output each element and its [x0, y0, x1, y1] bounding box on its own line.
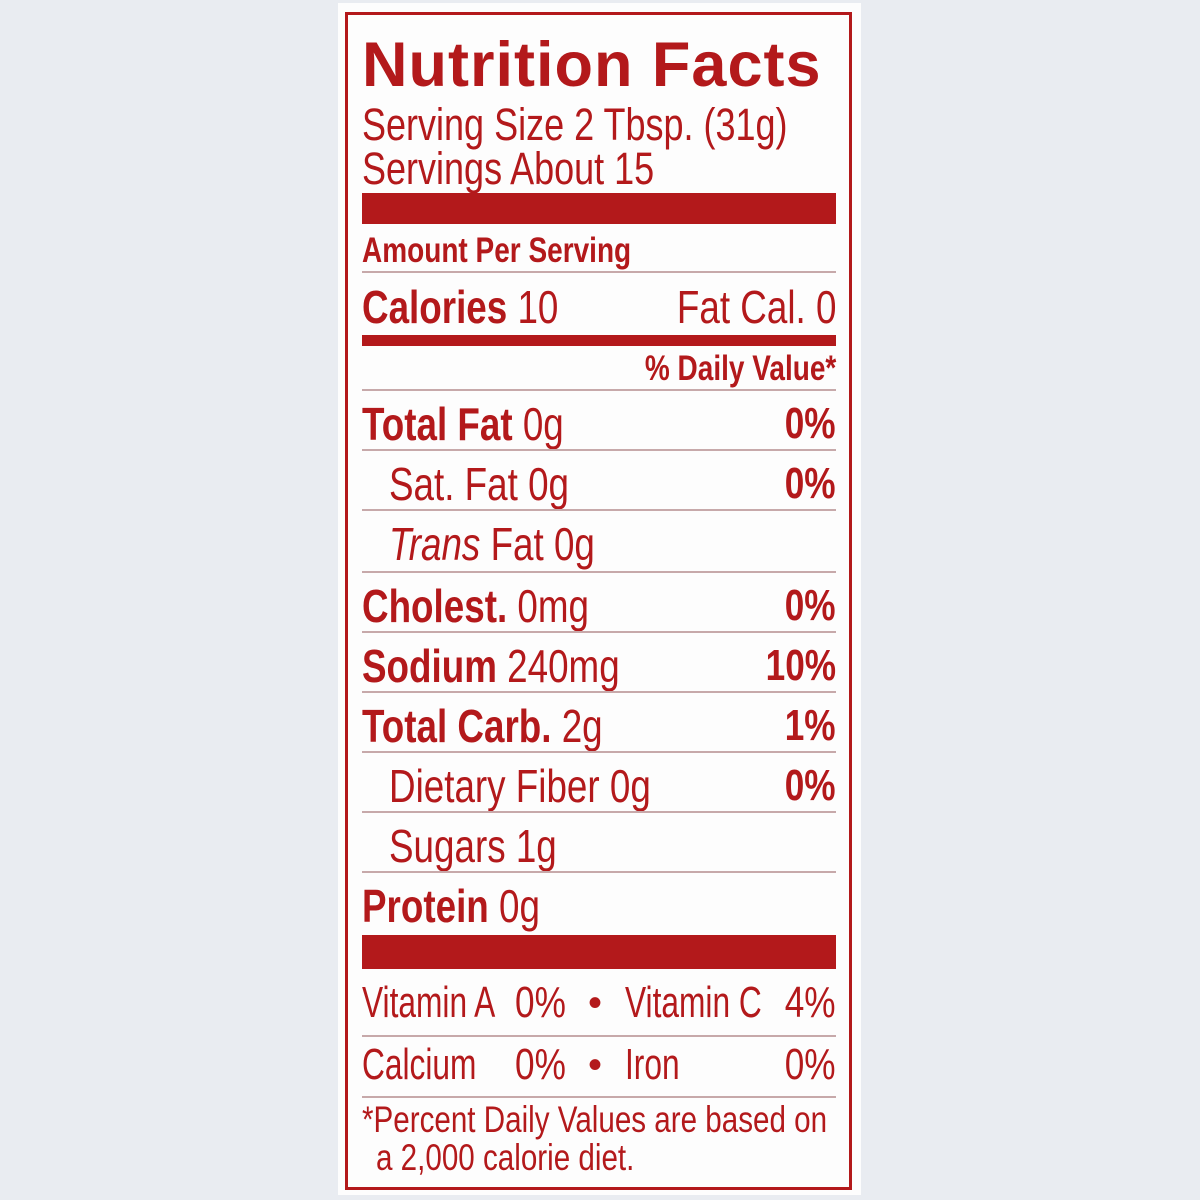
nutrient-row-trans-fat: Trans Fat 0g	[389, 518, 595, 570]
nutrient-row-cholesterol: Cholest. 0mg 0%	[362, 580, 836, 632]
vitamin-row-calcium-iron: Calcium 0% • Iron 0%	[362, 1040, 836, 1089]
medium-divider	[362, 335, 836, 346]
fat-calories: Fat Cal. 0	[676, 281, 836, 333]
thick-divider	[362, 193, 836, 224]
divider	[362, 449, 836, 451]
divider	[362, 1096, 836, 1098]
divider	[362, 751, 836, 753]
daily-value-header: % Daily Value*	[644, 349, 836, 388]
divider	[362, 811, 836, 813]
servings-per-container: Servings About 15	[362, 143, 655, 194]
divider	[362, 389, 836, 391]
nutrient-row-dietary-fiber: Dietary Fiber 0g 0%	[389, 760, 836, 812]
divider	[362, 691, 836, 693]
divider	[362, 871, 836, 873]
bullet-icon: •	[588, 981, 603, 1025]
divider	[362, 631, 836, 633]
nutrient-row-protein: Protein 0g	[362, 880, 540, 932]
thick-divider	[362, 935, 836, 969]
vitamin-row-a-c: Vitamin A 0% • Vitamin C 4%	[362, 978, 836, 1027]
nutrient-row-total-carb: Total Carb. 2g 1%	[362, 700, 836, 752]
nutrient-row-sugars: Sugars 1g	[389, 820, 557, 872]
divider	[362, 509, 836, 511]
divider	[362, 271, 836, 273]
label-title: Nutrition Facts	[362, 30, 822, 100]
bullet-icon: •	[588, 1043, 603, 1087]
nutrient-row-sodium: Sodium 240mg 10%	[362, 640, 836, 692]
nutrient-row-sat-fat: Sat. Fat 0g 0%	[389, 458, 836, 510]
divider	[362, 1035, 836, 1037]
divider	[362, 571, 836, 573]
serving-size: Serving Size 2 Tbsp. (31g)	[362, 99, 788, 150]
calories: Calories 10	[362, 281, 559, 333]
nutrition-facts-label: Nutrition Facts Serving Size 2 Tbsp. (31…	[345, 12, 852, 1190]
nutrient-row-total-fat: Total Fat 0g 0%	[362, 398, 836, 450]
footnote: *Percent Daily Values are based on a 2,0…	[362, 1099, 828, 1178]
amount-per-serving: Amount Per Serving	[362, 231, 632, 270]
